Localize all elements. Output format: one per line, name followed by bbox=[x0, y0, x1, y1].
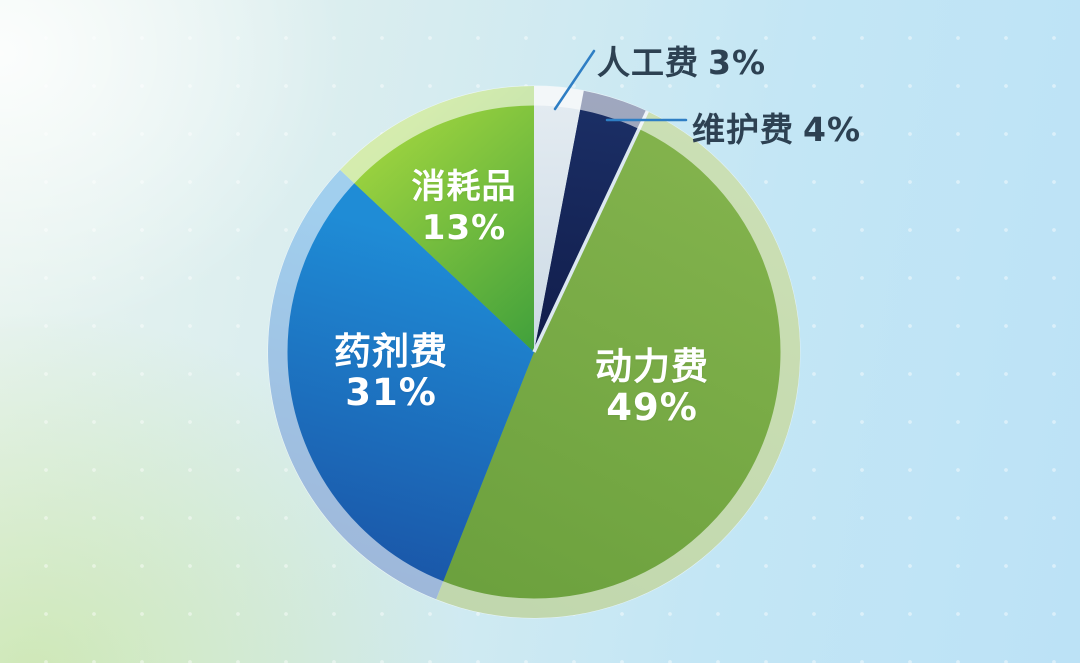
slice-percent: 13% bbox=[421, 208, 507, 248]
slice-name: 人工费 bbox=[597, 43, 699, 82]
slice-label-consumables: 消耗品 13% bbox=[412, 167, 517, 249]
slice-separator bbox=[532, 110, 649, 353]
slice-name: 消耗品 bbox=[411, 167, 517, 207]
slice-percent: 49% bbox=[606, 386, 698, 429]
pie-slice-药剂费 bbox=[286, 182, 534, 582]
pie-slice-人工费 bbox=[534, 105, 581, 352]
slice-percent: 4% bbox=[803, 110, 862, 149]
slice-name: 维护费 bbox=[692, 110, 794, 149]
slice-label-power: 动力费 49% bbox=[595, 346, 709, 428]
slice-callout-maintenance: 维护费 4% bbox=[692, 103, 861, 151]
slice-percent: 3% bbox=[708, 43, 767, 82]
slice-percent: 31% bbox=[345, 371, 437, 414]
slice-name: 动力费 bbox=[595, 345, 709, 388]
pie-slice-维护费 bbox=[534, 109, 640, 353]
pie-slices bbox=[286, 104, 782, 600]
pie-slice-动力费 bbox=[443, 128, 782, 600]
slice-name: 药剂费 bbox=[334, 330, 448, 373]
halo-ring-circle bbox=[267, 85, 801, 619]
separator-line bbox=[532, 110, 649, 353]
pie-slice-消耗品 bbox=[353, 104, 534, 352]
slice-callout-labor: 人工费 3% bbox=[597, 36, 766, 84]
slice-label-chemicals: 药剂费 31% bbox=[334, 331, 448, 413]
leader-lines bbox=[553, 49, 688, 122]
leader-line-labor bbox=[553, 49, 596, 111]
halo-ring bbox=[267, 85, 801, 619]
